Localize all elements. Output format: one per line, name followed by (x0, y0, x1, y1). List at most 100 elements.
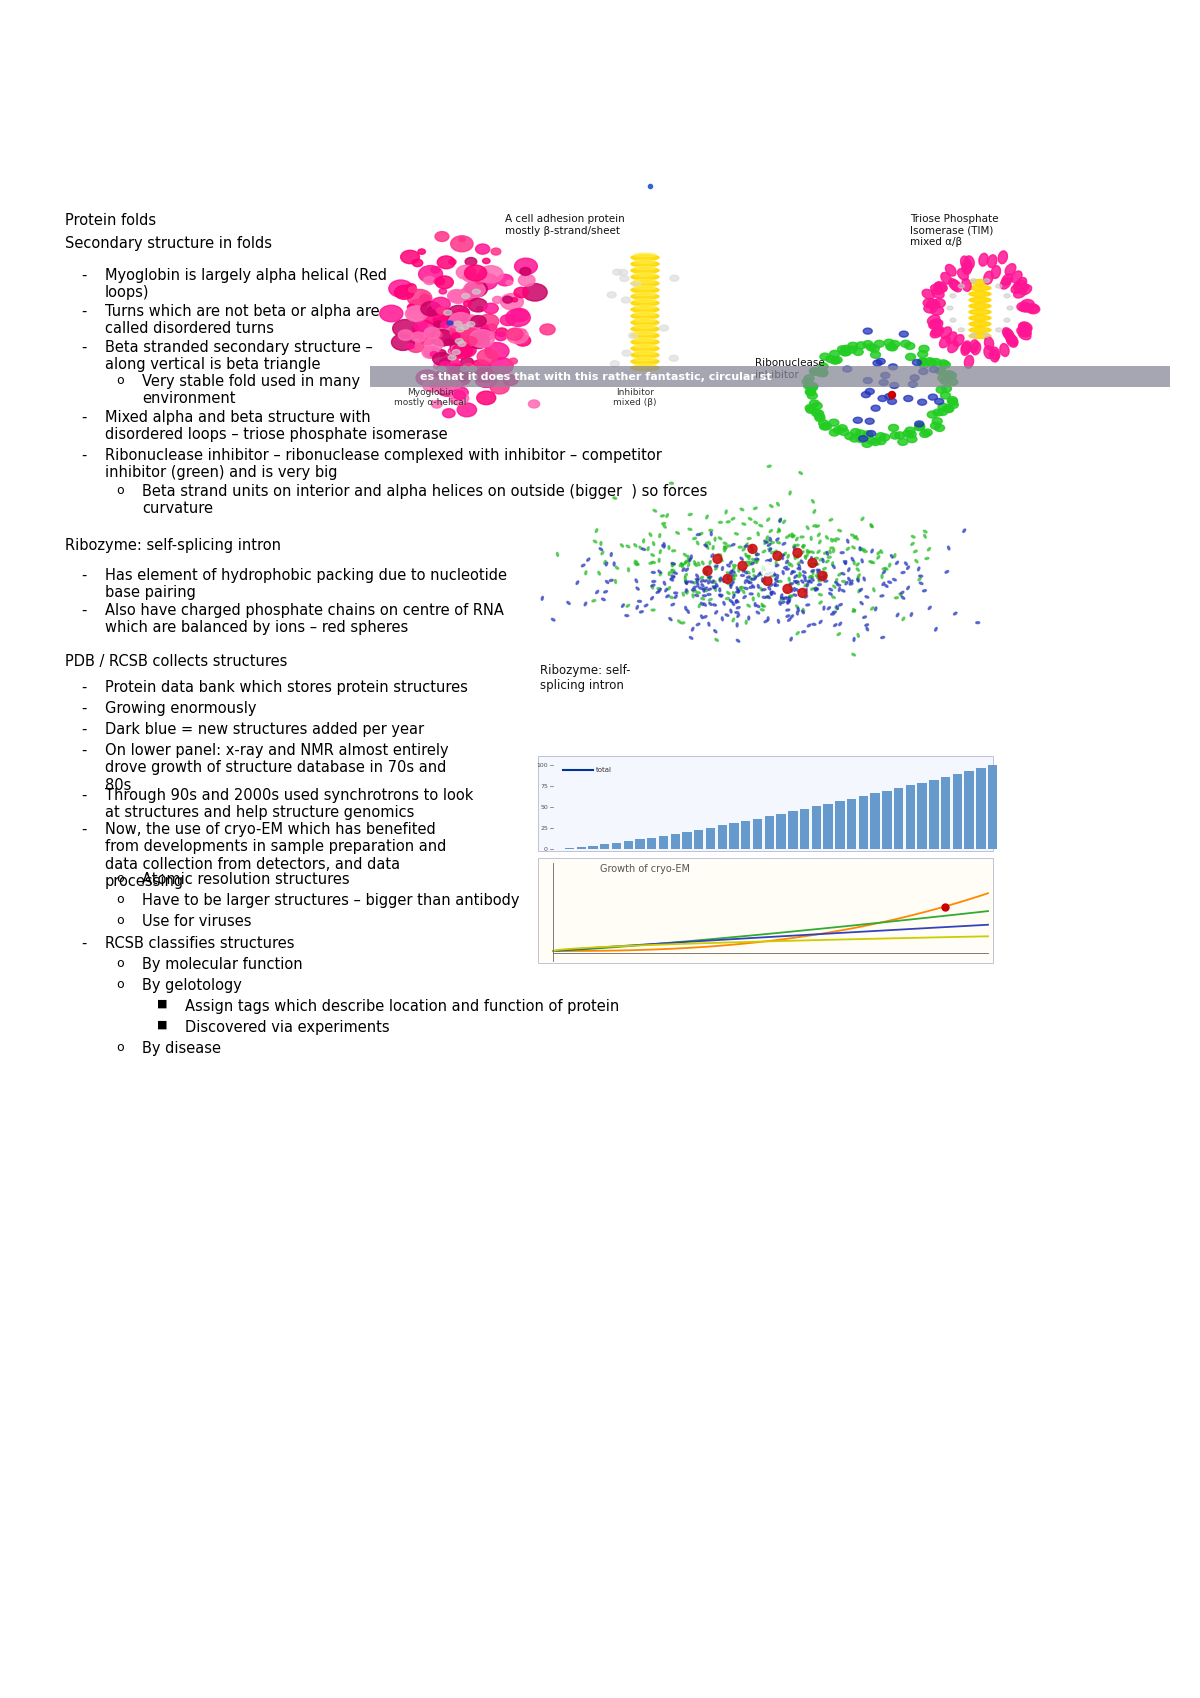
Ellipse shape (970, 285, 991, 290)
Ellipse shape (634, 357, 656, 360)
Ellipse shape (724, 548, 726, 552)
Ellipse shape (808, 384, 817, 391)
Ellipse shape (778, 620, 780, 623)
Ellipse shape (631, 294, 659, 299)
Ellipse shape (760, 571, 762, 574)
Ellipse shape (948, 547, 950, 550)
Ellipse shape (770, 576, 775, 577)
Ellipse shape (888, 564, 890, 567)
Ellipse shape (875, 606, 877, 611)
Ellipse shape (960, 256, 970, 268)
Ellipse shape (784, 552, 786, 555)
Ellipse shape (853, 608, 856, 613)
Ellipse shape (947, 372, 956, 379)
Text: Now, the use of cryo-EM which has benefited
from developments in sample preparat: Now, the use of cryo-EM which has benefi… (106, 822, 446, 890)
Ellipse shape (392, 319, 418, 338)
Ellipse shape (787, 598, 788, 601)
Ellipse shape (704, 579, 708, 582)
Text: -: - (82, 788, 88, 803)
Ellipse shape (631, 301, 659, 306)
Ellipse shape (841, 345, 851, 351)
Ellipse shape (829, 550, 832, 554)
Ellipse shape (818, 601, 822, 604)
Ellipse shape (732, 618, 734, 621)
Ellipse shape (1012, 284, 1024, 294)
Ellipse shape (437, 380, 458, 396)
Ellipse shape (947, 397, 958, 404)
Ellipse shape (778, 528, 780, 531)
Ellipse shape (838, 346, 847, 353)
Ellipse shape (901, 572, 905, 574)
Ellipse shape (460, 287, 479, 302)
Ellipse shape (804, 577, 806, 581)
Ellipse shape (708, 598, 712, 601)
Ellipse shape (719, 579, 721, 582)
Text: Growth of cryo-EM: Growth of cryo-EM (600, 864, 690, 874)
Ellipse shape (1000, 343, 1009, 357)
Ellipse shape (827, 606, 830, 610)
Ellipse shape (724, 547, 727, 548)
Ellipse shape (970, 316, 991, 321)
Ellipse shape (804, 375, 814, 382)
Ellipse shape (760, 588, 762, 591)
Ellipse shape (458, 346, 475, 357)
Ellipse shape (659, 533, 661, 538)
Ellipse shape (660, 324, 668, 331)
Ellipse shape (756, 552, 757, 555)
Ellipse shape (595, 528, 598, 533)
Ellipse shape (914, 560, 918, 562)
Ellipse shape (467, 365, 476, 372)
Ellipse shape (845, 582, 848, 584)
Ellipse shape (835, 538, 840, 540)
Circle shape (748, 545, 757, 554)
Ellipse shape (863, 616, 866, 618)
Ellipse shape (616, 565, 618, 569)
Ellipse shape (454, 345, 468, 355)
Text: -: - (82, 701, 88, 717)
Ellipse shape (769, 559, 772, 562)
Ellipse shape (846, 540, 848, 543)
Ellipse shape (605, 562, 607, 565)
Ellipse shape (715, 567, 718, 571)
Ellipse shape (779, 601, 781, 604)
Ellipse shape (480, 324, 487, 329)
Ellipse shape (515, 258, 538, 275)
Ellipse shape (931, 326, 943, 336)
Ellipse shape (708, 542, 710, 545)
Ellipse shape (437, 350, 446, 357)
Ellipse shape (416, 370, 438, 385)
Ellipse shape (500, 294, 523, 309)
Ellipse shape (604, 591, 607, 593)
Ellipse shape (990, 350, 998, 362)
Ellipse shape (652, 610, 655, 611)
Ellipse shape (438, 357, 461, 374)
Ellipse shape (886, 343, 896, 350)
Ellipse shape (971, 333, 977, 338)
Ellipse shape (631, 326, 659, 331)
Ellipse shape (919, 576, 923, 577)
Ellipse shape (815, 589, 818, 591)
Ellipse shape (928, 316, 940, 324)
Ellipse shape (420, 335, 434, 345)
Ellipse shape (786, 535, 790, 538)
Ellipse shape (730, 560, 732, 564)
Ellipse shape (731, 543, 736, 547)
Ellipse shape (613, 562, 616, 565)
Ellipse shape (482, 326, 488, 329)
Ellipse shape (796, 604, 799, 608)
Ellipse shape (817, 571, 820, 574)
Text: o: o (116, 978, 124, 992)
Ellipse shape (943, 406, 953, 413)
Ellipse shape (1016, 328, 1030, 336)
Ellipse shape (622, 297, 630, 302)
Ellipse shape (704, 569, 708, 572)
Ellipse shape (761, 608, 764, 611)
Ellipse shape (408, 304, 415, 311)
Ellipse shape (818, 370, 828, 377)
Ellipse shape (877, 555, 880, 559)
Ellipse shape (449, 260, 456, 265)
Ellipse shape (950, 280, 961, 292)
Ellipse shape (959, 328, 965, 331)
Ellipse shape (670, 596, 673, 598)
Ellipse shape (600, 542, 602, 545)
